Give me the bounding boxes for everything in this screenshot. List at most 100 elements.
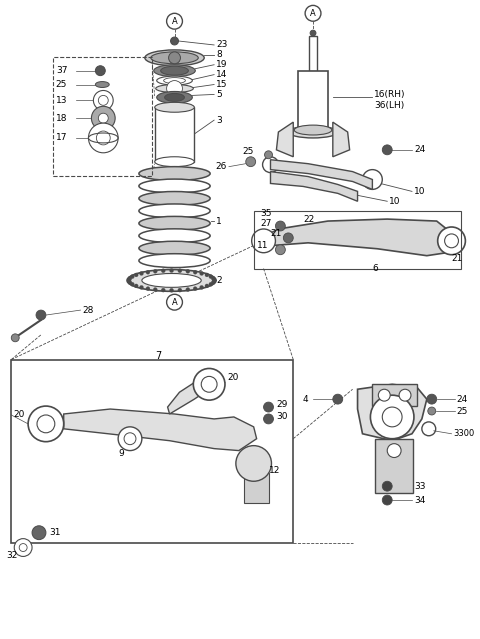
Text: 12: 12 (268, 466, 280, 475)
Text: 25: 25 (242, 148, 253, 157)
Text: 6: 6 (372, 264, 378, 273)
Text: 24: 24 (414, 145, 425, 155)
Bar (244, 473, 268, 503)
Text: 33: 33 (414, 482, 425, 491)
Ellipse shape (288, 126, 338, 138)
Circle shape (134, 284, 138, 288)
Circle shape (252, 229, 276, 252)
Circle shape (130, 282, 134, 286)
Circle shape (200, 286, 204, 289)
Circle shape (205, 284, 209, 288)
Circle shape (200, 272, 204, 275)
Polygon shape (168, 374, 214, 414)
Circle shape (98, 113, 108, 123)
Circle shape (36, 310, 46, 320)
Circle shape (146, 270, 150, 274)
Text: 5: 5 (216, 90, 222, 99)
Text: 21: 21 (452, 254, 463, 263)
Circle shape (382, 145, 392, 155)
Circle shape (127, 279, 131, 282)
Text: 13: 13 (56, 96, 67, 105)
Text: 21: 21 (271, 229, 282, 238)
Circle shape (128, 277, 132, 281)
Circle shape (333, 394, 343, 404)
Circle shape (168, 52, 180, 64)
Ellipse shape (156, 91, 192, 104)
Circle shape (153, 288, 157, 291)
Text: 29: 29 (276, 399, 288, 408)
Circle shape (140, 272, 144, 275)
Text: 10: 10 (414, 187, 425, 196)
Circle shape (428, 407, 436, 415)
Ellipse shape (151, 52, 198, 64)
Circle shape (276, 245, 285, 255)
Ellipse shape (139, 192, 210, 205)
Ellipse shape (161, 66, 188, 75)
Circle shape (140, 286, 144, 289)
Bar (155, 107, 194, 162)
Text: 16(RH): 16(RH) (374, 90, 406, 99)
Polygon shape (333, 122, 349, 157)
Text: 37: 37 (56, 66, 67, 75)
Circle shape (209, 282, 213, 286)
Ellipse shape (139, 167, 210, 180)
Ellipse shape (164, 77, 185, 84)
Circle shape (264, 151, 273, 158)
Circle shape (362, 169, 382, 189)
Circle shape (193, 270, 197, 274)
Ellipse shape (139, 229, 210, 243)
Circle shape (382, 481, 392, 491)
Circle shape (186, 269, 190, 273)
Circle shape (167, 13, 182, 29)
Bar (12, 360, 293, 543)
Circle shape (399, 389, 411, 401)
Text: 15: 15 (216, 80, 228, 89)
Text: 36(LH): 36(LH) (374, 101, 405, 110)
Text: 25: 25 (456, 406, 468, 415)
Text: 22: 22 (303, 215, 314, 224)
Circle shape (378, 389, 390, 401)
Circle shape (444, 234, 458, 248)
Bar (372, 384, 417, 406)
Text: 20: 20 (227, 373, 239, 382)
Circle shape (98, 95, 108, 105)
Circle shape (96, 66, 105, 75)
Circle shape (161, 269, 165, 273)
Ellipse shape (127, 270, 216, 291)
Ellipse shape (142, 273, 201, 288)
Text: 27: 27 (261, 219, 272, 227)
Ellipse shape (145, 50, 204, 66)
Text: 20: 20 (13, 410, 24, 419)
Text: 25: 25 (56, 80, 67, 89)
Text: 1: 1 (216, 217, 222, 226)
Circle shape (146, 287, 150, 291)
Circle shape (169, 268, 174, 272)
Circle shape (12, 334, 19, 342)
Ellipse shape (139, 204, 210, 218)
Circle shape (193, 287, 197, 291)
Text: 3300: 3300 (454, 429, 475, 438)
Text: 4: 4 (302, 395, 308, 404)
Circle shape (305, 5, 321, 21)
Circle shape (128, 281, 132, 284)
Circle shape (161, 288, 165, 292)
Circle shape (263, 157, 278, 173)
Circle shape (211, 281, 215, 284)
Circle shape (28, 406, 64, 442)
Text: A: A (172, 17, 178, 26)
Ellipse shape (96, 82, 109, 88)
Ellipse shape (139, 179, 210, 193)
Text: 18: 18 (56, 114, 67, 123)
Text: 32: 32 (6, 551, 18, 560)
Text: 35: 35 (261, 209, 272, 218)
Text: 14: 14 (216, 70, 228, 79)
Text: 23: 23 (216, 40, 228, 49)
Circle shape (246, 157, 256, 167)
Circle shape (167, 81, 182, 96)
Circle shape (209, 275, 213, 279)
Circle shape (88, 123, 118, 153)
Circle shape (130, 275, 134, 279)
Text: A: A (172, 298, 178, 307)
Circle shape (382, 495, 392, 505)
Circle shape (14, 539, 32, 557)
